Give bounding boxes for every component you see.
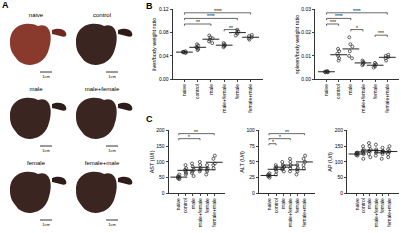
svg-text:****: **** bbox=[214, 8, 222, 14]
svg-text:0: 0 bbox=[252, 190, 255, 196]
svg-text:female+male: female+male bbox=[386, 198, 392, 227]
svg-text:100: 100 bbox=[156, 159, 165, 165]
svg-text:**: ** bbox=[196, 19, 200, 25]
svg-text:male+female: male+female bbox=[373, 198, 379, 227]
svg-text:control: control bbox=[360, 198, 366, 213]
svg-text:female+male: female+male bbox=[247, 84, 253, 113]
svg-text:****: **** bbox=[207, 13, 215, 19]
svg-text:female+male: female+male bbox=[384, 84, 390, 113]
svg-text:male+female: male+female bbox=[221, 84, 227, 113]
svg-text:male+female: male+female bbox=[287, 198, 293, 227]
svg-text:female: female bbox=[204, 198, 210, 213]
svg-text:0.00: 0.00 bbox=[159, 76, 169, 82]
svg-text:50: 50 bbox=[159, 174, 165, 180]
svg-text:male: male bbox=[280, 198, 286, 209]
svg-text:naive: naive bbox=[181, 84, 187, 96]
svg-text:****: **** bbox=[335, 13, 343, 19]
svg-text:*: * bbox=[356, 25, 358, 31]
svg-text:control: control bbox=[182, 198, 188, 213]
svg-text:male: male bbox=[29, 86, 43, 92]
svg-text:***: *** bbox=[378, 30, 384, 36]
svg-text:male: male bbox=[366, 198, 372, 209]
svg-text:0.01: 0.01 bbox=[301, 53, 311, 59]
svg-text:150: 150 bbox=[156, 143, 165, 149]
svg-text:1cm: 1cm bbox=[108, 222, 116, 227]
svg-text:naive: naive bbox=[266, 198, 272, 210]
svg-text:0.04: 0.04 bbox=[159, 53, 169, 59]
svg-text:0.03: 0.03 bbox=[301, 6, 311, 12]
html-text:B: B bbox=[146, 1, 153, 11]
svg-text:*: * bbox=[272, 139, 274, 145]
svg-text:100: 100 bbox=[247, 127, 256, 133]
svg-text:****: **** bbox=[353, 8, 361, 14]
svg-text:male: male bbox=[208, 84, 214, 95]
svg-text:naive: naive bbox=[29, 12, 44, 18]
svg-text:AP (U/I): AP (U/I) bbox=[327, 152, 333, 172]
svg-text:0: 0 bbox=[340, 190, 343, 196]
html-text:C: C bbox=[146, 114, 153, 124]
svg-text:male+female: male+female bbox=[85, 86, 120, 92]
svg-text:50: 50 bbox=[249, 159, 255, 165]
svg-text:150: 150 bbox=[335, 143, 344, 149]
svg-text:naive: naive bbox=[175, 198, 181, 210]
svg-text:spleen/body weight ratio: spleen/body weight ratio bbox=[294, 15, 300, 74]
svg-text:0.08: 0.08 bbox=[159, 29, 169, 35]
svg-text:naive: naive bbox=[354, 198, 360, 210]
svg-text:*: * bbox=[188, 134, 190, 140]
svg-text:liver/body weight ratio: liver/body weight ratio bbox=[151, 18, 157, 71]
svg-text:1cm: 1cm bbox=[108, 148, 116, 153]
svg-text:50: 50 bbox=[338, 174, 344, 180]
svg-text:female+male: female+male bbox=[301, 198, 307, 227]
svg-text:200: 200 bbox=[335, 127, 344, 133]
svg-text:control: control bbox=[335, 84, 341, 99]
svg-text:**: ** bbox=[194, 129, 198, 135]
svg-text:male: male bbox=[347, 84, 353, 95]
svg-text:0.00: 0.00 bbox=[301, 76, 311, 82]
html-text:A: A bbox=[2, 0, 9, 10]
svg-text:female+male: female+male bbox=[85, 160, 120, 166]
svg-text:1cm: 1cm bbox=[42, 148, 50, 153]
svg-text:100: 100 bbox=[335, 159, 344, 165]
svg-text:female: female bbox=[27, 160, 46, 166]
svg-text:naive: naive bbox=[323, 84, 329, 96]
svg-text:control: control bbox=[93, 12, 111, 18]
svg-text:female: female bbox=[234, 84, 240, 99]
svg-text:male+female: male+female bbox=[197, 198, 203, 227]
svg-text:*: * bbox=[279, 134, 281, 140]
svg-text:75: 75 bbox=[249, 143, 255, 149]
svg-text:control: control bbox=[194, 84, 200, 99]
svg-text:1cm: 1cm bbox=[108, 74, 116, 79]
svg-text:0: 0 bbox=[162, 190, 165, 196]
svg-text:AST (U/I): AST (U/I) bbox=[149, 150, 155, 173]
svg-text:1cm: 1cm bbox=[42, 222, 50, 227]
svg-text:female+male: female+male bbox=[211, 198, 217, 227]
svg-text:ALT (U/I): ALT (U/I) bbox=[239, 151, 245, 173]
svg-text:1cm: 1cm bbox=[42, 74, 50, 79]
svg-text:male: male bbox=[190, 198, 196, 209]
svg-text:female: female bbox=[372, 84, 378, 99]
svg-text:***: *** bbox=[330, 19, 336, 25]
svg-text:200: 200 bbox=[156, 127, 165, 133]
svg-text:**: ** bbox=[229, 25, 233, 31]
svg-text:control: control bbox=[273, 198, 279, 213]
svg-text:0.12: 0.12 bbox=[159, 6, 169, 12]
svg-text:female: female bbox=[379, 198, 385, 213]
svg-text:male+female: male+female bbox=[360, 84, 366, 113]
svg-text:female: female bbox=[294, 198, 300, 213]
svg-text:0.02: 0.02 bbox=[301, 29, 311, 35]
svg-text:25: 25 bbox=[249, 174, 255, 180]
svg-text:**: ** bbox=[285, 129, 289, 135]
